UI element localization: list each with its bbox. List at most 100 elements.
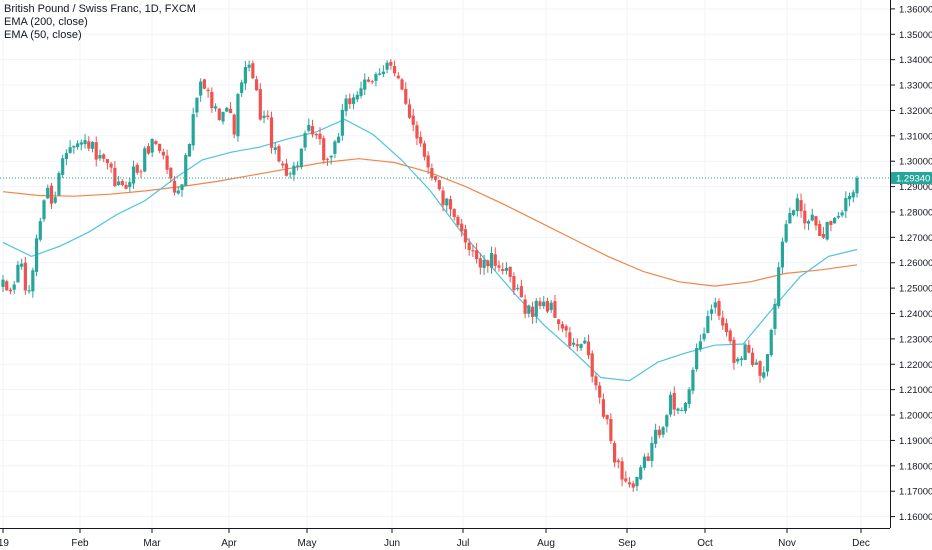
candle[interactable] bbox=[284, 159, 289, 177]
candle[interactable] bbox=[571, 338, 576, 348]
candle[interactable] bbox=[709, 304, 714, 321]
candle[interactable] bbox=[560, 321, 564, 333]
candle[interactable] bbox=[292, 161, 296, 181]
candle[interactable] bbox=[516, 284, 520, 291]
candle[interactable] bbox=[706, 310, 710, 334]
candle[interactable] bbox=[475, 243, 479, 264]
candle[interactable] bbox=[601, 393, 606, 419]
candle[interactable] bbox=[724, 318, 729, 337]
candle[interactable] bbox=[94, 136, 98, 167]
candle[interactable] bbox=[508, 266, 512, 283]
candle[interactable] bbox=[303, 130, 307, 152]
candle[interactable] bbox=[322, 135, 326, 164]
candle[interactable] bbox=[713, 297, 717, 314]
candle[interactable] bbox=[594, 373, 598, 391]
price-axis[interactable]: 1.16000 1.17000 1.18000 1.19000 1.20000 1.210… bbox=[891, 4, 932, 523]
candle[interactable] bbox=[53, 191, 57, 205]
candle[interactable] bbox=[172, 176, 177, 196]
candle[interactable] bbox=[698, 334, 702, 352]
candle[interactable] bbox=[16, 260, 20, 283]
candle[interactable] bbox=[478, 253, 482, 275]
candle[interactable] bbox=[258, 83, 262, 121]
candle[interactable] bbox=[20, 258, 24, 270]
candle[interactable] bbox=[441, 186, 445, 212]
candle[interactable] bbox=[635, 476, 639, 491]
candle[interactable] bbox=[254, 76, 259, 91]
candle[interactable] bbox=[426, 151, 430, 175]
candle[interactable] bbox=[124, 181, 128, 190]
candle[interactable] bbox=[374, 72, 378, 87]
candle[interactable] bbox=[847, 192, 852, 207]
candle[interactable] bbox=[665, 413, 669, 433]
candle[interactable] bbox=[400, 77, 404, 91]
candle[interactable] bbox=[299, 148, 303, 170]
candle[interactable] bbox=[105, 158, 110, 170]
candle[interactable] bbox=[646, 452, 650, 462]
candle[interactable] bbox=[840, 210, 844, 218]
candle[interactable] bbox=[318, 127, 322, 145]
candle[interactable] bbox=[721, 310, 725, 330]
candle[interactable] bbox=[392, 60, 397, 77]
candle[interactable] bbox=[102, 153, 106, 163]
candle[interactable] bbox=[217, 108, 221, 121]
candle[interactable] bbox=[351, 93, 356, 110]
candle[interactable] bbox=[631, 480, 635, 492]
candle[interactable] bbox=[75, 140, 80, 150]
candle[interactable] bbox=[814, 215, 818, 231]
candle[interactable] bbox=[161, 148, 165, 160]
candle[interactable] bbox=[605, 414, 609, 425]
candle[interactable] bbox=[266, 110, 270, 120]
candle[interactable] bbox=[296, 161, 300, 171]
candle[interactable] bbox=[131, 160, 136, 189]
candle[interactable] bbox=[42, 199, 46, 222]
candle[interactable] bbox=[415, 121, 419, 146]
candle[interactable] bbox=[501, 262, 505, 275]
candle[interactable] bbox=[243, 60, 248, 91]
candle[interactable] bbox=[486, 259, 490, 273]
candle[interactable] bbox=[557, 318, 561, 331]
candle[interactable] bbox=[165, 149, 169, 174]
ema50-legend-label[interactable]: EMA (50, close) bbox=[4, 29, 82, 41]
candle[interactable] bbox=[407, 98, 412, 120]
candle[interactable] bbox=[754, 359, 758, 365]
candle[interactable] bbox=[851, 189, 855, 203]
candle[interactable] bbox=[821, 226, 826, 240]
candle[interactable] bbox=[210, 87, 214, 113]
candle[interactable] bbox=[512, 272, 516, 295]
candle[interactable] bbox=[471, 244, 475, 257]
candle[interactable] bbox=[98, 149, 102, 161]
candle[interactable] bbox=[180, 183, 184, 197]
candle[interactable] bbox=[825, 221, 829, 241]
candle[interactable] bbox=[777, 262, 781, 309]
candle[interactable] bbox=[773, 298, 777, 336]
candle[interactable] bbox=[61, 154, 65, 178]
candle[interactable] bbox=[668, 391, 673, 417]
candle[interactable] bbox=[661, 426, 665, 438]
candle[interactable] bbox=[404, 82, 408, 106]
candle[interactable] bbox=[493, 247, 497, 271]
ema200-legend-label[interactable]: EMA (200, close) bbox=[4, 16, 88, 28]
candle[interactable] bbox=[113, 161, 117, 188]
candle[interactable] bbox=[747, 339, 751, 354]
candle[interactable] bbox=[128, 178, 132, 192]
time-axis[interactable]: 19 Feb Mar Apr May Jun Jul Aug Sep Oct Nov Dec bbox=[0, 529, 870, 549]
candle[interactable] bbox=[739, 355, 743, 367]
candle[interactable] bbox=[758, 360, 762, 383]
candlestick-series[interactable] bbox=[1, 58, 859, 492]
candle[interactable] bbox=[620, 457, 624, 487]
candle[interactable] bbox=[355, 91, 359, 103]
candle[interactable] bbox=[1, 275, 5, 292]
candle[interactable] bbox=[504, 262, 509, 275]
candle[interactable] bbox=[109, 161, 113, 173]
candle[interactable] bbox=[788, 207, 792, 224]
candle[interactable] bbox=[836, 212, 840, 220]
candle[interactable] bbox=[784, 220, 788, 244]
candle[interactable] bbox=[117, 176, 121, 186]
candle[interactable] bbox=[452, 208, 456, 221]
candle[interactable] bbox=[344, 94, 348, 117]
candle[interactable] bbox=[642, 453, 647, 471]
candle[interactable] bbox=[833, 216, 837, 224]
candle[interactable] bbox=[8, 287, 13, 295]
candle[interactable] bbox=[333, 139, 337, 159]
